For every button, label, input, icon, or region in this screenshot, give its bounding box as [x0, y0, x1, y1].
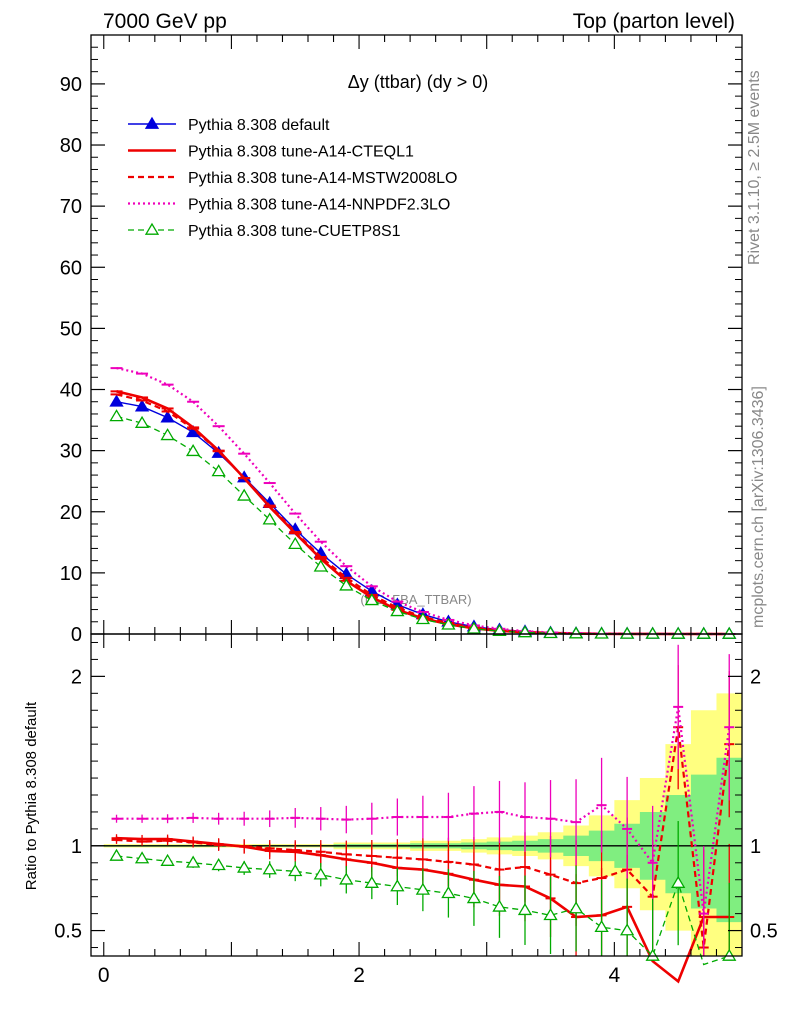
- lower-y-tick-label-right: 2: [750, 666, 761, 688]
- upper-y-tick-label: 40: [60, 380, 82, 402]
- ratio-series-3: [109, 821, 737, 966]
- ratio-data-point: [568, 901, 584, 914]
- upper-y-tick-label: 70: [60, 196, 82, 218]
- green-uncertainty-band: [103, 757, 742, 923]
- upper-y-tick-label: 0: [71, 624, 82, 646]
- upper-data-point: [262, 512, 277, 525]
- upper-data-point: [696, 626, 711, 639]
- legend: Pythia 8.308 default Pythia 8.308 tune-A1…: [128, 116, 457, 240]
- legend-label: Pythia 8.308 tune-A14-MSTW2008LO: [188, 170, 457, 187]
- ratio-data-point: [619, 923, 635, 936]
- ratio-data-point: [517, 902, 533, 916]
- upper-data-point: [364, 593, 379, 606]
- upper-data-point: [134, 415, 150, 428]
- upper-y-tick-label: 20: [60, 502, 82, 524]
- ratio-data-point: [390, 879, 405, 892]
- ratio-data-point: [211, 858, 226, 871]
- upper-data-point: [211, 464, 226, 477]
- upper-data-point: [568, 626, 584, 639]
- upper-series-group: [109, 367, 737, 639]
- lower-y-tick-label: 1: [71, 836, 82, 858]
- ratio-series-group: [109, 644, 737, 984]
- legend-entry-0: Pythia 8.308 default: [128, 116, 330, 134]
- upper-data-point: [619, 626, 635, 639]
- ratio-data-point: [160, 853, 175, 866]
- upper-data-point: [160, 428, 175, 441]
- ratio-data-point: [185, 855, 201, 868]
- mcplots-label: mcplots.cern.ch [arXiv:1306.3436]: [750, 386, 767, 628]
- ratio-data-point: [288, 863, 303, 877]
- upper-data-point: [109, 409, 124, 422]
- upper-data-point: [543, 625, 558, 639]
- upper-data-point: [390, 604, 405, 617]
- upper-panel-background: [91, 35, 742, 634]
- upper-data-point: [134, 399, 150, 412]
- ratio-data-point: [237, 860, 252, 873]
- upper-title: Δy (ttbar) (dy > 0): [348, 72, 489, 92]
- legend-label: Pythia 8.308 default: [188, 117, 330, 134]
- x-tick-label: 2: [353, 964, 365, 987]
- ratio-data-point: [134, 851, 150, 864]
- ratio-data-point: [109, 848, 124, 861]
- upper-y-tick-label: 30: [60, 441, 82, 463]
- upper-y-tick-label: 80: [60, 135, 82, 157]
- header-right: Top (parton level): [573, 10, 735, 33]
- legend-label: Pythia 8.308 tune-A14-CTEQL1: [188, 144, 414, 161]
- legend-entry-3: Pythia 8.308 tune-A14-NNPDF2.3LO: [128, 197, 450, 214]
- legend-label: Pythia 8.308 tune-CUETP8S1: [188, 223, 401, 240]
- x-tick-label: 0: [98, 964, 110, 987]
- legend-marker: [144, 116, 160, 129]
- upper-y-tick-label: 90: [60, 74, 82, 96]
- ratio-data-point: [466, 891, 482, 904]
- upper-data-point: [185, 443, 201, 457]
- upper-data-point: [722, 626, 737, 639]
- upper-y-tick-label: 60: [60, 257, 82, 279]
- upper-data-point: [415, 612, 431, 625]
- upper-data-point: [237, 488, 252, 501]
- ratio-data-point: [492, 899, 507, 912]
- upper-panel: [91, 35, 742, 634]
- legend-marker: [144, 222, 160, 235]
- header-left: 7000 GeV pp: [103, 10, 227, 33]
- ratio-data-point: [415, 882, 431, 895]
- ratio-data-point: [543, 908, 558, 921]
- ratio-data-point: [722, 948, 737, 961]
- upper-data-point: [466, 621, 482, 634]
- lower-y-tick-label-right: 1: [750, 836, 761, 858]
- ratio-data-point: [313, 867, 328, 880]
- upper-data-point: [109, 394, 124, 407]
- legend-entry-2: Pythia 8.308 tune-A14-MSTW2008LO: [128, 170, 457, 187]
- upper-series-4: [109, 409, 737, 639]
- ratio-data-point: [339, 872, 354, 885]
- legend-label: Pythia 8.308 tune-A14-NNPDF2.3LO: [188, 197, 450, 214]
- upper-data-point: [441, 617, 456, 630]
- ratio-uncertainty-bands: [91, 693, 742, 956]
- ratio-y-axis-label: Ratio to Pythia 8.308 default: [23, 701, 40, 890]
- ratio-data-point: [594, 919, 609, 933]
- ratio-data-point: [441, 886, 456, 899]
- upper-y-tick-label: 50: [60, 318, 82, 340]
- lower-y-tick-label: 2: [71, 666, 82, 688]
- ratio-data-point: [645, 948, 660, 961]
- x-tick-label: 4: [609, 964, 621, 987]
- ratio-data-point: [364, 875, 379, 888]
- ratio-data-point: [671, 875, 686, 888]
- lower-y-tick-label: 0.5: [54, 921, 82, 943]
- lower-y-tick-label-right: 0.5: [750, 921, 778, 943]
- upper-data-point: [288, 536, 303, 549]
- legend-entry-1: Pythia 8.308 tune-A14-CTEQL1: [128, 144, 414, 161]
- upper-data-point: [160, 410, 175, 423]
- ratio-data-point: [262, 862, 277, 875]
- upper-data-point: [594, 626, 609, 639]
- upper-data-point: [492, 623, 507, 636]
- upper-data-point: [313, 559, 328, 572]
- upper-data-point: [339, 578, 354, 591]
- upper-y-tick-label: 10: [60, 563, 82, 585]
- lower-axes: 0.5 0.5 1 1 2 2 0 2 4: [54, 633, 778, 987]
- upper-data-point: [645, 626, 660, 639]
- legend-entry-4: Pythia 8.308 tune-CUETP8S1: [128, 222, 401, 240]
- upper-data-point: [671, 626, 686, 639]
- rivet-label: Rivet 3.1.10, ≥ 2.5M events: [746, 70, 763, 265]
